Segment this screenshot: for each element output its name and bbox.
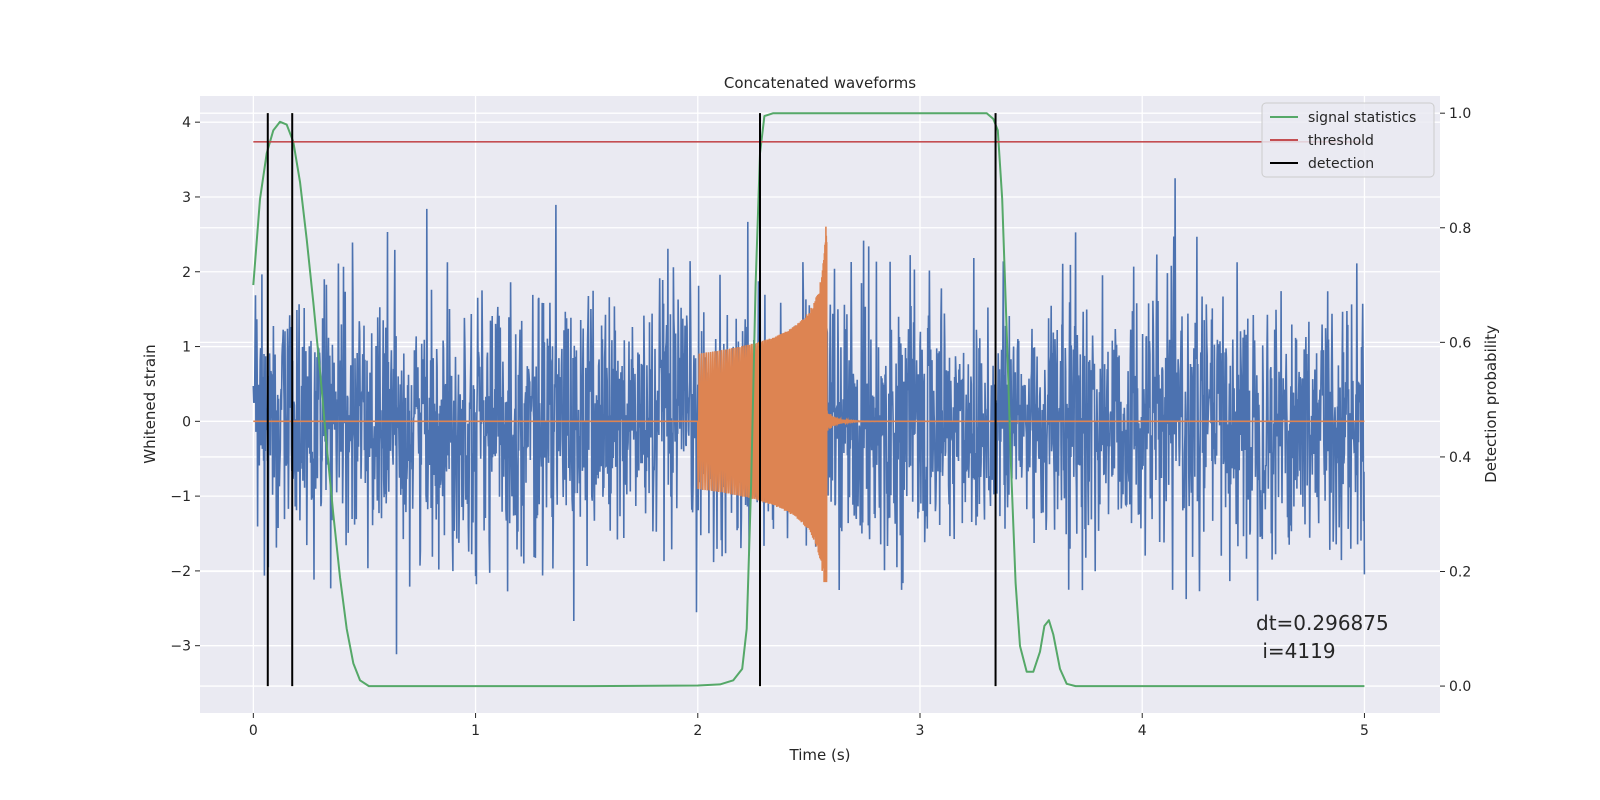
y-tick-label: 3 <box>182 190 191 206</box>
y-tick-label: 4 <box>182 115 191 131</box>
y2-tick-label: 0.2 <box>1449 564 1471 580</box>
waveform-line <box>253 226 1365 583</box>
chart-title: Concatenated waveforms <box>724 74 916 92</box>
legend: signal statistics threshold detection <box>1261 102 1435 178</box>
y-axis-label: Whitened strain <box>141 344 159 463</box>
y-tick-label: −1 <box>170 489 191 505</box>
x-tick-label: 4 <box>1138 723 1147 739</box>
annotation-line: dt=0.296875 <box>1256 611 1389 635</box>
waveform-series <box>253 226 1365 583</box>
x-tick-label: 0 <box>249 723 258 739</box>
annotation-line: i=4119 <box>1256 639 1336 663</box>
y-tick-label: 2 <box>182 265 191 281</box>
x-tick-label: 3 <box>916 723 925 739</box>
y2-axis-label: Detection probability <box>1482 325 1500 483</box>
y-tick-label: 0 <box>182 414 191 430</box>
legend-label: signal statistics <box>1308 110 1416 126</box>
x-tick-label: 1 <box>471 723 480 739</box>
y2-tick-label: 0.4 <box>1449 450 1471 466</box>
y-axis-left: −3 −2 −1 0 1 2 3 4 <box>170 115 200 655</box>
detection-series <box>266 113 997 687</box>
y2-tick-label: 0.0 <box>1449 679 1471 695</box>
legend-label: threshold <box>1308 133 1374 149</box>
x-tick-label: 5 <box>1360 723 1369 739</box>
y-tick-label: 1 <box>182 340 191 356</box>
x-axis: 0 1 2 3 4 5 <box>249 713 1369 739</box>
y-tick-label: −2 <box>170 564 191 580</box>
y2-tick-label: 1.0 <box>1449 106 1471 122</box>
x-axis-label: Time (s) <box>789 746 851 764</box>
legend-box <box>1261 102 1435 178</box>
y2-tick-label: 0.6 <box>1449 335 1471 351</box>
signal-statistics-line <box>252 112 1365 688</box>
legend-label: detection <box>1308 156 1374 172</box>
y-tick-label: −3 <box>170 639 191 655</box>
signal-statistics-series <box>252 112 1365 688</box>
y2-tick-label: 0.8 <box>1449 221 1471 237</box>
annotation: dt=0.296875 i=4119 <box>1256 611 1389 663</box>
x-tick-label: 2 <box>693 723 702 739</box>
y-axis-right: 0.0 0.2 0.4 0.6 0.8 1.0 <box>1440 106 1471 695</box>
